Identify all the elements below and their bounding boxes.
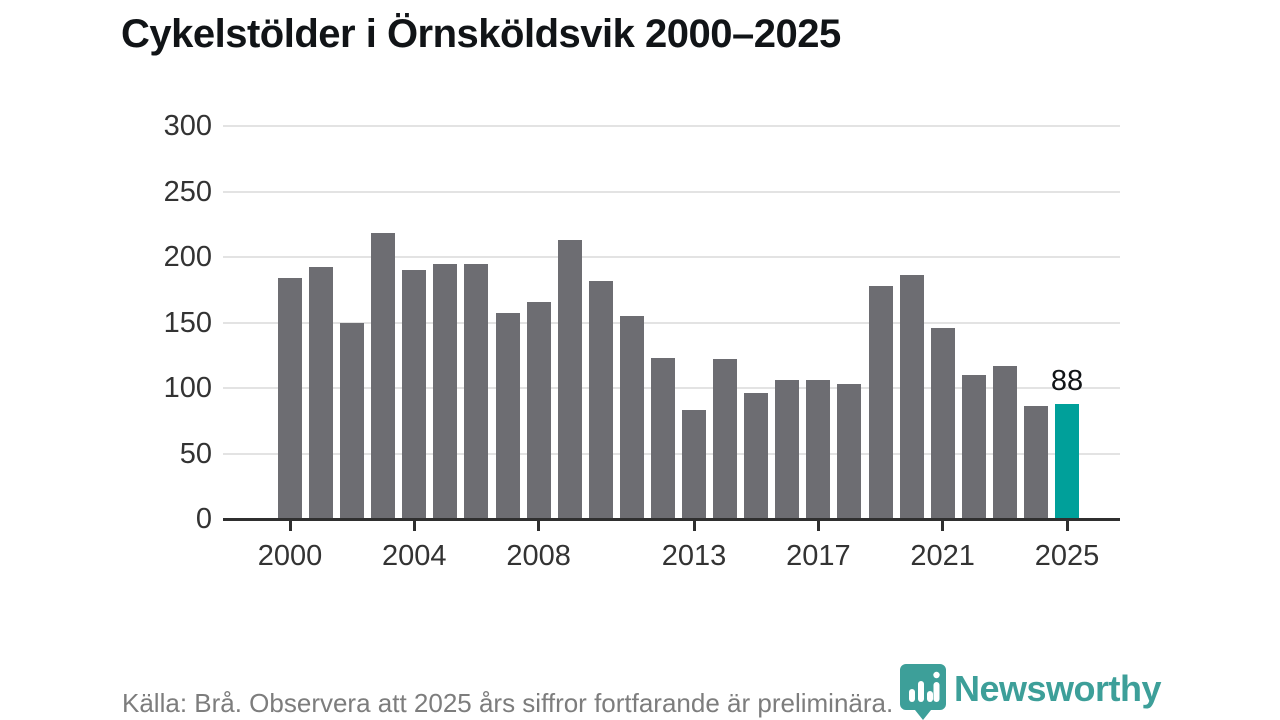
bar-2012 xyxy=(650,357,675,519)
newsworthy-pin-barchart-icon xyxy=(900,664,946,720)
bar-2004 xyxy=(402,270,427,519)
bar-2013 xyxy=(682,410,707,519)
x-axis-tick-2013 xyxy=(692,521,696,531)
x-axis-tick-label-2017: 2017 xyxy=(786,540,851,572)
y-axis-tick-label: 100 xyxy=(163,372,212,404)
x-axis-tick-label-2004: 2004 xyxy=(382,540,447,572)
bar-2001 xyxy=(309,267,334,519)
x-axis-tick-label-2013: 2013 xyxy=(661,540,727,572)
source-note: Källa: Brå. Observera att 2025 års siffr… xyxy=(122,688,894,718)
bar-2016 xyxy=(775,380,800,519)
x-axis-tick-2017 xyxy=(816,521,820,531)
y-axis-tick-label: 50 xyxy=(179,437,212,470)
bar-2005 xyxy=(433,263,458,519)
brand-lockup: Newsworthy xyxy=(898,662,1162,720)
x-axis-tick-2025 xyxy=(1065,521,1069,531)
y-axis-tick-label: 150 xyxy=(163,306,212,339)
bar-2003 xyxy=(371,233,396,519)
y-axis-tick-label: 0 xyxy=(195,503,212,535)
x-axis-line xyxy=(223,518,1120,521)
x-axis-tick-label-2021: 2021 xyxy=(910,540,975,572)
bar-2006 xyxy=(464,263,489,519)
bar-2018 xyxy=(837,384,862,519)
bar-2009 xyxy=(557,239,582,519)
x-axis-tick-label-2025: 2025 xyxy=(1034,540,1100,572)
bar-2008 xyxy=(526,301,551,519)
bar-2002 xyxy=(340,322,365,519)
bar-2007 xyxy=(495,313,520,519)
bar-2022 xyxy=(961,374,986,519)
x-axis-tick-label-2000: 2000 xyxy=(257,540,323,572)
x-axis-tick-2004 xyxy=(412,521,416,531)
bar-2024 xyxy=(1023,406,1048,519)
bar-2025 xyxy=(1055,403,1079,519)
gridline-y-300 xyxy=(223,125,1120,127)
bar-2019 xyxy=(868,285,893,519)
gridline-y-250 xyxy=(223,190,1120,193)
chart-title: Cykelstölder i Örnsköldsvik 2000–2025 xyxy=(121,12,841,56)
y-axis-tick-label: 200 xyxy=(163,241,212,273)
y-axis-tick-label: 250 xyxy=(163,175,212,208)
data-label-2025: 88 xyxy=(1050,364,1084,397)
x-axis-tick-2000 xyxy=(288,521,292,531)
x-axis-tick-label-2008: 2008 xyxy=(506,540,571,572)
bar-2011 xyxy=(619,315,644,519)
gridline-y-150 xyxy=(223,321,1120,324)
x-axis-tick-2021 xyxy=(941,521,945,531)
bar-2020 xyxy=(899,275,924,519)
x-axis-tick-2008 xyxy=(537,521,541,531)
gridline-y-200 xyxy=(223,256,1120,258)
y-axis-tick-label: 300 xyxy=(163,110,212,142)
bar-2021 xyxy=(930,327,955,519)
bar-2015 xyxy=(744,393,769,519)
bar-2000 xyxy=(278,277,302,519)
bar-2017 xyxy=(806,380,831,519)
bar-2010 xyxy=(588,280,613,519)
bar-2014 xyxy=(713,359,738,519)
brand-logo-text: Newsworthy xyxy=(954,668,1162,709)
bar-2023 xyxy=(992,365,1017,519)
